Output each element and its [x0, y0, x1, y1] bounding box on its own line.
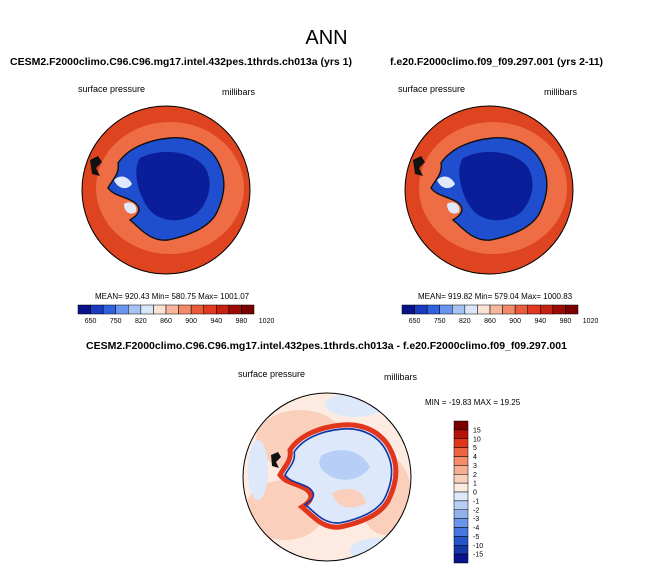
diff-colorbar-swatch	[453, 482, 469, 493]
diff-colorbar-swatch	[453, 509, 469, 519]
page-title: ANN	[305, 27, 348, 49]
left-colorbar-swatch	[140, 304, 154, 315]
left-colorbar-tick-label: 650	[85, 318, 97, 325]
diff-colorbar-swatch	[453, 545, 469, 555]
left-map	[81, 105, 251, 275]
left-colorbar-swatch	[228, 304, 242, 315]
left-colorbar-swatch	[128, 304, 142, 315]
left-colorbar-swatch	[216, 304, 230, 315]
left-colorbar-tick-label: 820	[135, 318, 147, 325]
right-variable-label: surface pressure	[398, 84, 466, 94]
right-colorbar-tick-label: 980	[560, 318, 572, 325]
diff-colorbar-tick-label: 5	[473, 445, 477, 452]
right-colorbar-tick-label: 1020	[583, 318, 599, 325]
left-colorbar-swatch	[203, 304, 217, 315]
left-colorbar-swatch	[77, 304, 91, 315]
diff-colorbar-swatch	[453, 447, 469, 457]
diff-colorbar-swatch	[453, 456, 469, 466]
left-colorbar-tick-label: 860	[160, 318, 172, 325]
left-colorbar-swatch	[165, 304, 179, 315]
right-colorbar-swatch	[464, 304, 478, 315]
diff-case-title: CESM2.F2000climo.C96.C96.mg17.intel.432p…	[86, 340, 567, 352]
left-case-title: CESM2.F2000climo.C96.C96.mg17.intel.432p…	[10, 56, 352, 68]
right-colorbar-swatch	[565, 304, 579, 315]
diff-colorbar-swatch	[453, 553, 469, 564]
diff-colorbar-tick-label: -4	[473, 525, 479, 532]
left-stats: MEAN= 920.43 Min= 580.75 Max= 1001.07	[95, 292, 250, 301]
right-colorbar-tick-label: 860	[484, 318, 496, 325]
diff-colorbar-swatch	[453, 527, 469, 537]
diff-colorbar-tick-label: 2	[473, 472, 477, 479]
right-colorbar-swatch	[426, 304, 440, 315]
right-case-title: f.e20.F2000climo.f09_f09.297.001 (yrs 2-…	[390, 56, 604, 68]
diff-colorbar-swatch	[453, 420, 469, 431]
right-units-label: millibars	[544, 87, 578, 97]
right-colorbar-tick-label: 940	[534, 318, 546, 325]
right-colorbar-swatch	[401, 304, 415, 315]
diff-colorbar-swatch	[453, 465, 469, 475]
diff-colorbar-tick-label: -3	[473, 516, 479, 523]
left-colorbar-swatch	[178, 304, 192, 315]
diff-colorbar-swatch	[453, 491, 469, 502]
right-colorbar-tick-label: 900	[509, 318, 521, 325]
right-colorbar-swatch	[514, 304, 528, 315]
diff-colorbar-tick-label: 10	[473, 436, 481, 443]
right-colorbar-swatch	[552, 304, 566, 315]
right-colorbar-swatch	[527, 304, 541, 315]
left-colorbar-swatch	[90, 304, 104, 315]
right-colorbar-swatch	[439, 304, 453, 315]
diff-colorbar-tick-label: 1	[473, 481, 477, 488]
left-colorbar-swatch	[153, 304, 167, 315]
diff-colorbar-tick-label: 3	[473, 463, 477, 470]
diff-colorbar-swatch	[453, 429, 469, 439]
left-variable-label: surface pressure	[78, 84, 146, 94]
diff-colorbar-tick-label: 15	[473, 427, 481, 434]
right-colorbar-tick-label: 750	[434, 318, 446, 325]
right-stats: MEAN= 919.82 Min= 579.04 Max= 1000.83	[418, 292, 573, 301]
left-colorbar-tick-label: 750	[110, 318, 122, 325]
diff-stats: MIN = -19.83 MAX = 19.25	[425, 398, 521, 407]
right-colorbar-swatch	[414, 304, 428, 315]
diff-colorbar-tick-label: 4	[473, 454, 477, 461]
right-colorbar-swatch	[477, 304, 491, 315]
diff-colorbar-tick-label: -1	[473, 498, 479, 505]
right-colorbar-tick-label: 820	[459, 318, 471, 325]
right-map	[404, 105, 574, 275]
diff-colorbar-swatch	[453, 438, 469, 448]
left-colorbar-tick-label: 980	[236, 318, 248, 325]
diff-units-label: millibars	[384, 372, 418, 382]
left-colorbar-swatch	[190, 304, 204, 315]
left-colorbar-tick-label: 900	[185, 318, 197, 325]
left-units-label: millibars	[222, 87, 256, 97]
right-colorbar-swatch	[489, 304, 503, 315]
diff-variable-label: surface pressure	[238, 369, 306, 379]
right-colorbar-swatch	[540, 304, 554, 315]
left-colorbar: 650 750 820 860 900 940 980 1020	[77, 304, 275, 325]
left-colorbar-swatch	[102, 304, 116, 315]
right-colorbar-swatch	[452, 304, 466, 315]
diff-colorbar-tick-label: -2	[473, 507, 479, 514]
diff-colorbar-swatch	[453, 518, 469, 528]
diff-colorbar-swatch	[453, 536, 469, 546]
left-colorbar-swatch	[241, 304, 255, 315]
diff-colorbar-tick-label: -5	[473, 534, 479, 541]
diff-colorbar-tick-label: 0	[473, 490, 477, 497]
diff-colorbar-tick-label: -10	[473, 543, 483, 550]
diff-colorbar-tick-label: -15	[473, 552, 483, 559]
diff-colorbar-swatch	[453, 500, 469, 510]
right-colorbar: 650 750 820 860 900 940 980 1020	[401, 304, 599, 325]
left-colorbar-swatch	[115, 304, 129, 315]
right-colorbar-tick-label: 650	[409, 318, 421, 325]
diff-colorbar-swatch	[453, 474, 469, 484]
difference-map	[242, 392, 412, 562]
right-colorbar-swatch	[502, 304, 516, 315]
left-colorbar-tick-label: 940	[210, 318, 222, 325]
left-colorbar-tick-label: 1020	[259, 318, 275, 325]
